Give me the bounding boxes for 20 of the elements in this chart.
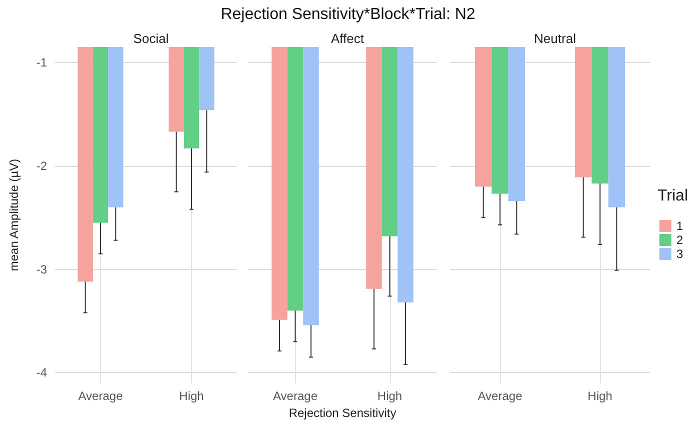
y-tick-label: -4	[36, 366, 48, 380]
chart-title: Rejection Sensitivity*Block*Trial: N2	[220, 6, 476, 24]
legend-label: 2	[676, 233, 684, 247]
x-tick-label: High	[588, 389, 612, 403]
x-tick-label: High	[377, 389, 402, 403]
chart-subtitle: Neutral	[534, 31, 576, 46]
chart-subtitle: Affect	[330, 31, 364, 46]
legend-title: Trial	[657, 188, 688, 204]
x-tick-label: High	[179, 389, 204, 403]
x-tick-label: Average	[273, 389, 318, 403]
y-tick-label: -1	[36, 56, 48, 70]
legend-label: 1	[676, 219, 684, 233]
x-axis-title: Rejection Sensitivity	[288, 406, 396, 420]
chart-subtitle: Social	[133, 31, 169, 46]
x-tick-label: Average	[78, 389, 124, 403]
y-axis-title: mean Amplitude (µV)	[7, 158, 21, 272]
y-tick-label: -3	[36, 262, 48, 276]
legend-label: 3	[676, 247, 684, 261]
y-tick-label: -2	[36, 158, 48, 173]
x-tick-label: Average	[478, 389, 523, 403]
